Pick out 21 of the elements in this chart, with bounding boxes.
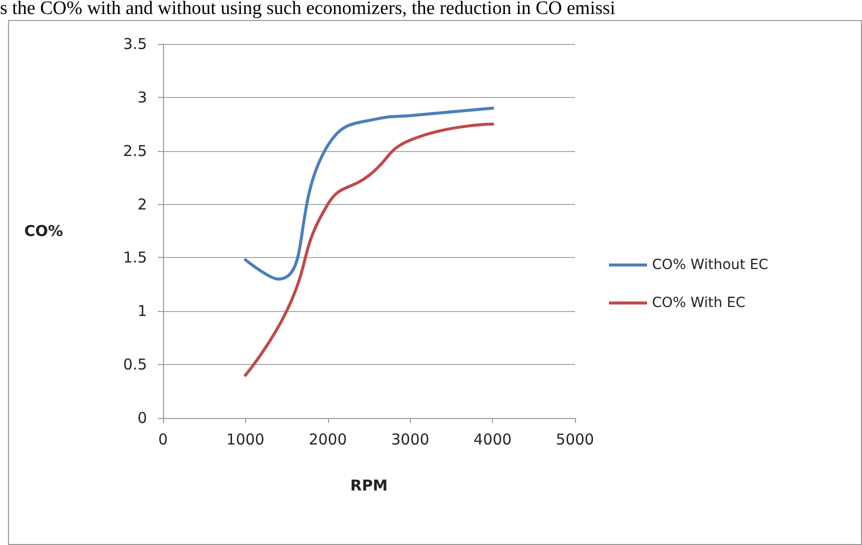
y-tick-label: 3.5: [123, 35, 147, 53]
y-tick-label: 0.5: [123, 356, 147, 374]
x-tick-label: 0: [158, 430, 168, 448]
x-tick-label: 1000: [226, 430, 264, 448]
x-tick-label: 5000: [556, 430, 594, 448]
y-tick-label: 3: [137, 88, 147, 106]
y-axis-title: CO%: [24, 222, 63, 240]
line-series: [244, 106, 494, 281]
legend-label: CO% With EC: [652, 295, 746, 311]
x-tick-label: 4000: [474, 430, 512, 448]
y-tick-label: 1.5: [123, 248, 147, 267]
y-tick-label: 2.5: [123, 142, 147, 160]
y-tick-label: 0: [137, 409, 147, 427]
x-tick-label: 3000: [391, 430, 430, 448]
x-tick-label: 2000: [308, 430, 347, 448]
y-tick-label: 1: [137, 302, 147, 320]
x-axis-title: RPM: [350, 476, 388, 494]
y-tick-label: 2: [137, 195, 147, 214]
line-series: [244, 122, 494, 377]
text: s the CO% with and without using such economizers, the reduction in CO emissi: [0, 0, 616, 19]
legend-label: CO% Without EC: [652, 257, 769, 273]
